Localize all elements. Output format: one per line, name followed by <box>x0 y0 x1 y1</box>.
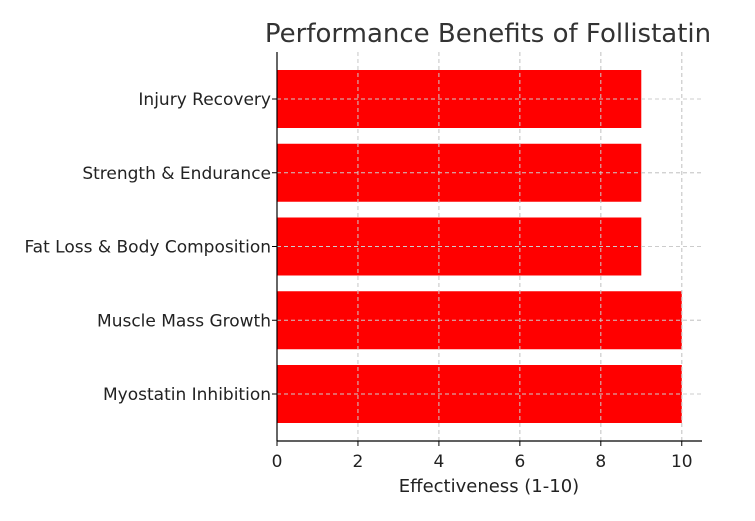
y-tick-label: Muscle Mass Growth <box>97 311 271 331</box>
x-axis-label: Effectiveness (1-10) <box>399 476 579 497</box>
y-tick-label: Strength & Endurance <box>82 164 271 184</box>
y-tick-label: Injury Recovery <box>138 90 271 110</box>
x-ticks: 0 2 4 6 8 10 <box>272 441 693 472</box>
x-tick-label: 8 <box>595 452 606 472</box>
x-tick-label: 4 <box>433 452 444 472</box>
y-tick-label: Fat Loss & Body Composition <box>24 238 271 258</box>
x-tick-label: 2 <box>353 452 364 472</box>
y-ticks: Myostatin Inhibition Muscle Mass Growth Fa… <box>24 90 277 405</box>
y-tick-label: Myostatin Inhibition <box>103 385 271 405</box>
chart-title: Performance Benefits of Follistatin <box>265 19 711 49</box>
x-tick-label: 6 <box>514 452 525 472</box>
x-tick-label: 0 <box>272 452 283 472</box>
x-tick-label: 10 <box>671 452 693 472</box>
